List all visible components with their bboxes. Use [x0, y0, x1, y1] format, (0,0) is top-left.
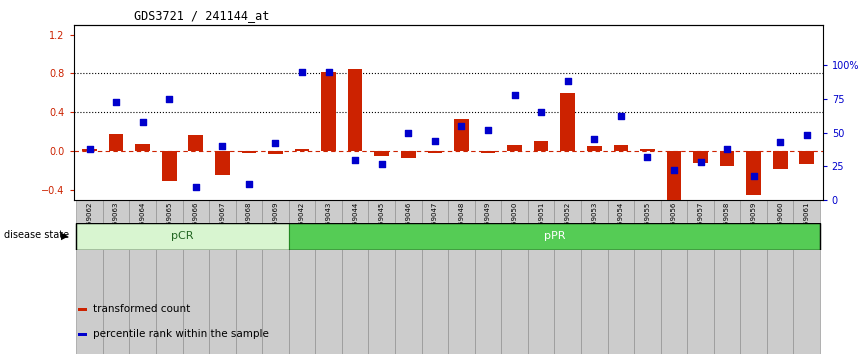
Point — [534, 110, 548, 115]
FancyBboxPatch shape — [209, 200, 236, 354]
Bar — [401, 152, 416, 158]
Point — [481, 127, 495, 133]
Point — [773, 139, 787, 145]
FancyBboxPatch shape — [262, 200, 288, 354]
FancyBboxPatch shape — [342, 200, 368, 354]
Point — [268, 141, 282, 146]
Point — [507, 92, 521, 98]
Bar — [693, 152, 708, 163]
Point — [746, 173, 760, 178]
FancyBboxPatch shape — [528, 200, 554, 354]
Bar — [109, 134, 124, 152]
FancyBboxPatch shape — [183, 200, 209, 354]
Point — [721, 146, 734, 152]
FancyBboxPatch shape — [368, 200, 395, 354]
Point — [295, 69, 309, 75]
FancyBboxPatch shape — [475, 200, 501, 354]
FancyBboxPatch shape — [395, 200, 422, 354]
FancyBboxPatch shape — [501, 200, 528, 354]
Bar — [428, 152, 443, 153]
Point — [189, 184, 203, 189]
Text: percentile rank within the sample: percentile rank within the sample — [94, 330, 269, 339]
Point — [800, 132, 814, 138]
FancyBboxPatch shape — [581, 200, 608, 354]
FancyBboxPatch shape — [740, 200, 767, 354]
Bar — [507, 144, 522, 152]
FancyBboxPatch shape — [608, 200, 634, 354]
Bar — [242, 152, 256, 153]
Point — [375, 161, 389, 166]
Point — [667, 167, 681, 173]
Point — [455, 123, 469, 129]
FancyBboxPatch shape — [661, 200, 688, 354]
Bar — [560, 93, 575, 152]
Point — [348, 157, 362, 162]
Text: disease state: disease state — [4, 230, 69, 240]
Bar — [189, 135, 204, 152]
FancyBboxPatch shape — [76, 200, 103, 354]
Point — [162, 96, 176, 102]
Point — [614, 114, 628, 119]
FancyBboxPatch shape — [554, 200, 581, 354]
Point — [242, 181, 255, 187]
Text: GDS3721 / 241144_at: GDS3721 / 241144_at — [134, 9, 269, 22]
Point — [428, 138, 442, 143]
Text: pPR: pPR — [544, 231, 565, 241]
Bar — [321, 72, 336, 152]
Point — [641, 154, 655, 160]
Bar — [587, 147, 602, 152]
Bar — [746, 152, 761, 195]
Bar — [78, 333, 87, 336]
Point — [216, 143, 229, 149]
FancyBboxPatch shape — [156, 200, 183, 354]
FancyBboxPatch shape — [315, 200, 342, 354]
Text: transformed count: transformed count — [94, 304, 191, 314]
FancyBboxPatch shape — [714, 200, 740, 354]
Point — [561, 79, 575, 84]
Bar — [374, 152, 389, 156]
Bar — [135, 144, 150, 152]
Bar — [162, 152, 177, 181]
Bar — [667, 152, 682, 205]
Bar — [268, 152, 283, 154]
FancyBboxPatch shape — [288, 223, 820, 250]
Bar — [348, 69, 363, 152]
Point — [109, 99, 123, 104]
Text: ▶: ▶ — [61, 230, 68, 240]
FancyBboxPatch shape — [448, 200, 475, 354]
FancyBboxPatch shape — [129, 200, 156, 354]
Bar — [720, 152, 734, 166]
FancyBboxPatch shape — [236, 200, 262, 354]
Point — [694, 159, 708, 165]
FancyBboxPatch shape — [688, 200, 714, 354]
Bar — [799, 152, 814, 164]
Point — [82, 146, 96, 152]
FancyBboxPatch shape — [767, 200, 793, 354]
Bar — [481, 152, 495, 153]
Bar — [78, 308, 87, 311]
Point — [587, 137, 601, 142]
FancyBboxPatch shape — [103, 200, 129, 354]
Bar — [82, 149, 97, 152]
Bar — [454, 119, 469, 152]
Bar — [533, 141, 548, 152]
FancyBboxPatch shape — [76, 223, 288, 250]
Text: pCR: pCR — [171, 231, 194, 241]
FancyBboxPatch shape — [634, 200, 661, 354]
Bar — [294, 149, 309, 152]
FancyBboxPatch shape — [793, 200, 820, 354]
Bar — [613, 144, 628, 152]
Bar — [640, 149, 655, 152]
Point — [401, 130, 415, 136]
Point — [136, 119, 150, 125]
Bar — [215, 152, 229, 175]
FancyBboxPatch shape — [422, 200, 448, 354]
FancyBboxPatch shape — [288, 200, 315, 354]
Bar — [772, 152, 787, 169]
Point — [321, 69, 335, 75]
